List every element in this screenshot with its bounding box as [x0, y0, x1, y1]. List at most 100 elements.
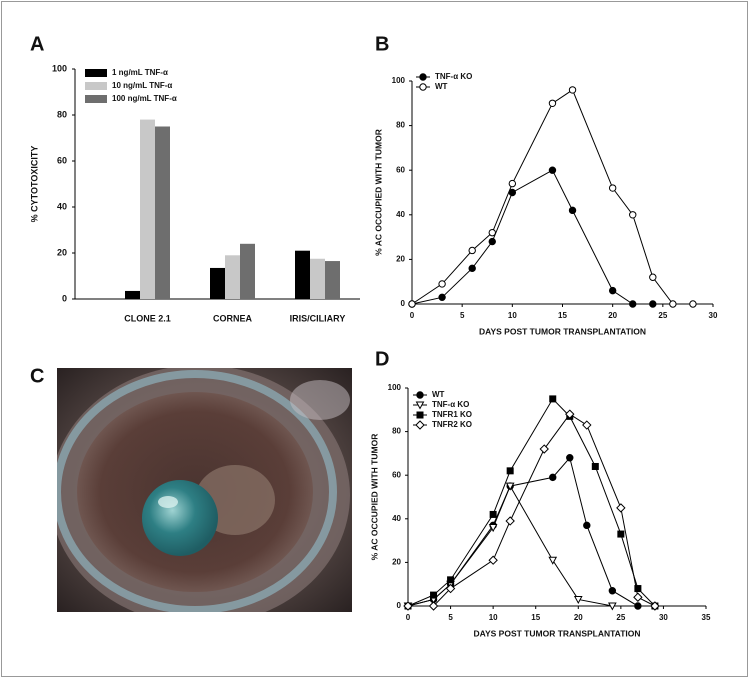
y-tick-label: 80 [396, 121, 405, 130]
data-point [548, 99, 557, 108]
series-line [411, 89, 693, 305]
data-point [468, 264, 476, 273]
y-tick-label: 80 [57, 109, 67, 119]
data-point [548, 166, 557, 174]
bar [140, 119, 155, 299]
x-tick-label: 15 [558, 311, 567, 320]
data-point [568, 86, 577, 94]
legend-marker [416, 411, 424, 419]
legend-swatch [85, 69, 107, 77]
y-tick-label: 40 [57, 201, 67, 211]
legend-marker [419, 73, 427, 81]
data-point [506, 467, 514, 475]
legend-marker [416, 391, 424, 399]
x-tick-label: 5 [448, 613, 453, 622]
y-tick-label: 60 [57, 155, 67, 165]
data-point [650, 601, 660, 611]
data-point [669, 300, 677, 308]
y-tick-label: 20 [396, 255, 405, 264]
panel-label: C [30, 365, 44, 387]
bar [295, 250, 310, 299]
data-point [488, 555, 498, 565]
data-point [403, 601, 413, 611]
x-tick-label: 25 [616, 613, 625, 622]
legend-swatch [85, 95, 107, 103]
y-axis-label: % CYTOTOXICITY [29, 146, 39, 223]
legend-label: WT [432, 390, 445, 399]
data-point [634, 602, 642, 610]
y-tick-label: 0 [62, 293, 67, 303]
data-point [549, 395, 557, 403]
bar [210, 267, 225, 299]
x-tick-label: 20 [608, 311, 617, 320]
y-axis-label: % AC OCCUPIED WITH TUMOR [369, 434, 379, 561]
data-point [649, 300, 657, 308]
data-point [616, 503, 626, 513]
y-tick-label: 40 [396, 210, 405, 219]
data-point [539, 444, 549, 454]
bar [325, 261, 340, 299]
data-point [629, 300, 637, 308]
y-tick-label: 40 [392, 514, 401, 523]
bar [310, 258, 325, 299]
data-point [438, 293, 446, 302]
data-point [488, 237, 496, 246]
y-tick-label: 60 [392, 470, 401, 479]
x-axis-label: DAYS POST TUMOR TRANSPLANTATION [479, 326, 646, 336]
data-point [568, 206, 577, 215]
bar [240, 243, 255, 299]
x-tick-label: IRIS/CILIARY [290, 313, 346, 323]
data-point [505, 516, 515, 526]
legend-label: TNF-α KO [435, 72, 472, 81]
legend-label: WT [435, 82, 448, 91]
x-tick-label: 10 [489, 613, 498, 622]
data-point [488, 524, 498, 533]
data-point [633, 592, 643, 602]
y-tick-label: 60 [396, 165, 405, 174]
y-tick-label: 80 [392, 427, 401, 436]
data-point [488, 228, 496, 237]
data-point [468, 246, 476, 255]
data-point [629, 211, 637, 219]
data-point [565, 409, 575, 419]
series-line [407, 398, 656, 607]
x-tick-label: 10 [508, 311, 517, 320]
data-point [591, 462, 599, 470]
data-point [566, 454, 574, 462]
data-point [649, 273, 657, 281]
series-line [408, 413, 656, 607]
data-point [689, 300, 697, 308]
series-line [411, 169, 653, 305]
data-point [548, 556, 558, 565]
legend-marker [415, 420, 425, 430]
x-tick-label: 35 [702, 613, 711, 622]
y-tick-label: 100 [52, 63, 67, 73]
y-axis-label: % AC OCCUPIED WITH TUMOR [373, 129, 383, 256]
bar [125, 290, 140, 299]
y-tick-label: 0 [401, 299, 406, 308]
data-point [447, 576, 455, 584]
bar [155, 126, 170, 299]
data-point [582, 420, 592, 430]
x-tick-label: 20 [574, 613, 583, 622]
x-tick-label: 30 [659, 613, 668, 622]
data-point [428, 601, 439, 611]
x-tick-label: 0 [406, 613, 411, 622]
y-tick-label: 100 [392, 76, 406, 85]
legend-label: 100 ng/mL TNF-α [112, 94, 177, 103]
data-point [430, 591, 438, 599]
legend-label: 10 ng/mL TNF-α [112, 81, 172, 90]
x-tick-label: 0 [410, 311, 415, 320]
legend-marker [415, 401, 425, 410]
legend-label: TNFR1 KO [432, 410, 472, 419]
legend-marker [419, 83, 427, 91]
legend-label: TNFR2 KO [432, 420, 472, 429]
data-point [505, 482, 515, 491]
data-point [408, 300, 416, 308]
data-point [438, 280, 446, 288]
eye-photo [57, 368, 352, 612]
panel-label: B [375, 33, 389, 55]
data-point [608, 184, 617, 192]
